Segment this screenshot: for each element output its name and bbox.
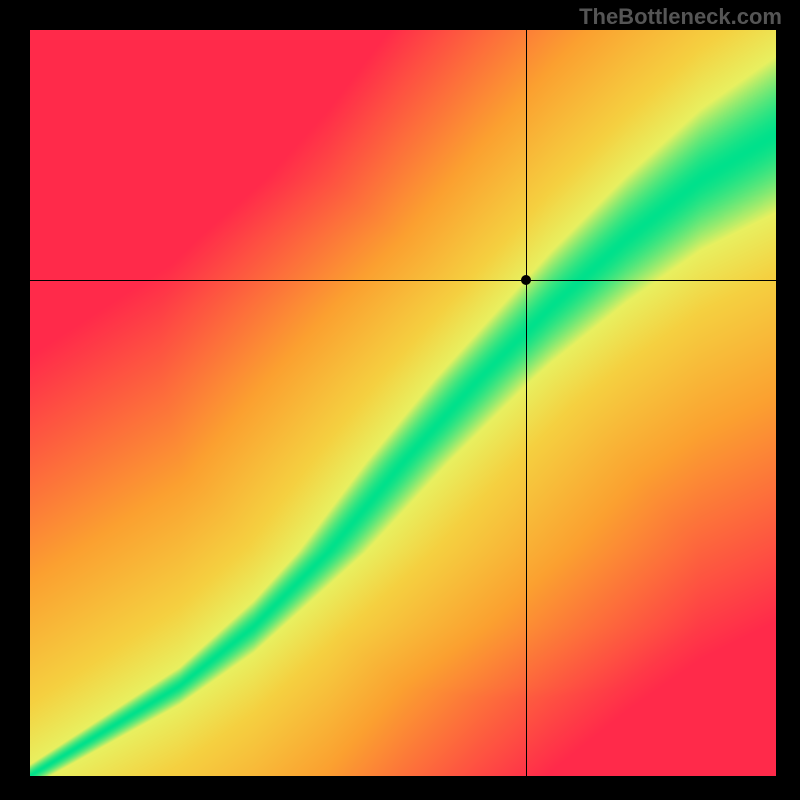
crosshair-vertical	[526, 30, 527, 776]
watermark-text: TheBottleneck.com	[579, 4, 782, 30]
bottleneck-heatmap	[30, 30, 776, 776]
heatmap-canvas	[30, 30, 776, 776]
crosshair-horizontal	[30, 280, 776, 281]
crosshair-marker	[521, 275, 531, 285]
